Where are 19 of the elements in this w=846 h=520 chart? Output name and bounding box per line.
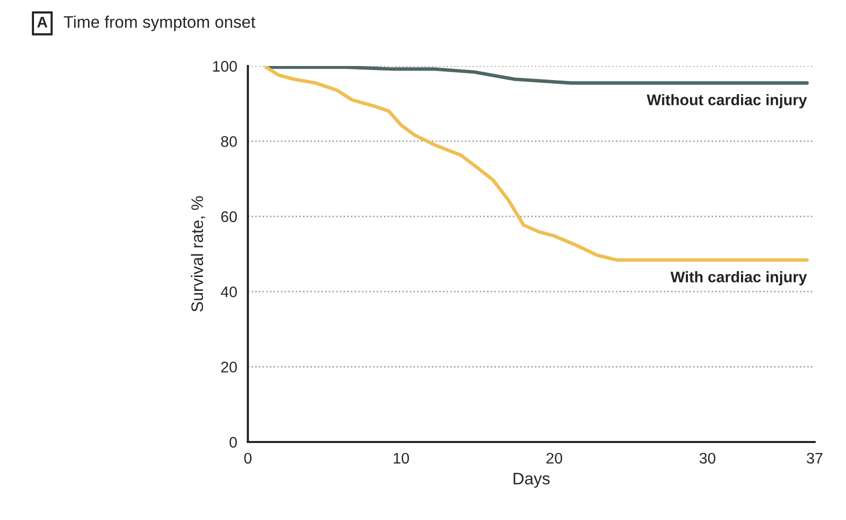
series-label: With cardiac injury <box>670 271 807 286</box>
x-tick-label: 10 <box>394 452 409 464</box>
x-axis-title: Days <box>514 472 550 488</box>
x-tick-label: 37 <box>806 452 822 464</box>
y-tick-label: 60 <box>221 211 237 222</box>
y-tick-label: 80 <box>221 136 237 147</box>
chart-title: Time from symptom onset <box>64 16 256 32</box>
x-tick-label: 20 <box>546 452 562 464</box>
y-tick-label: 0 <box>230 436 237 448</box>
text: A <box>37 16 48 28</box>
y-tick-label: 100 <box>213 60 237 72</box>
y-tick-label: 40 <box>220 286 237 298</box>
series-label: Without cardiac injury <box>646 94 807 108</box>
x-tick-label: 30 <box>700 452 716 464</box>
x-tick-label: 0 <box>244 452 252 464</box>
line-series <box>264 66 809 262</box>
y-axis-title: Survival rate, % <box>190 196 206 312</box>
line-series <box>264 66 809 85</box>
y-tick-label: 20 <box>221 362 237 372</box>
